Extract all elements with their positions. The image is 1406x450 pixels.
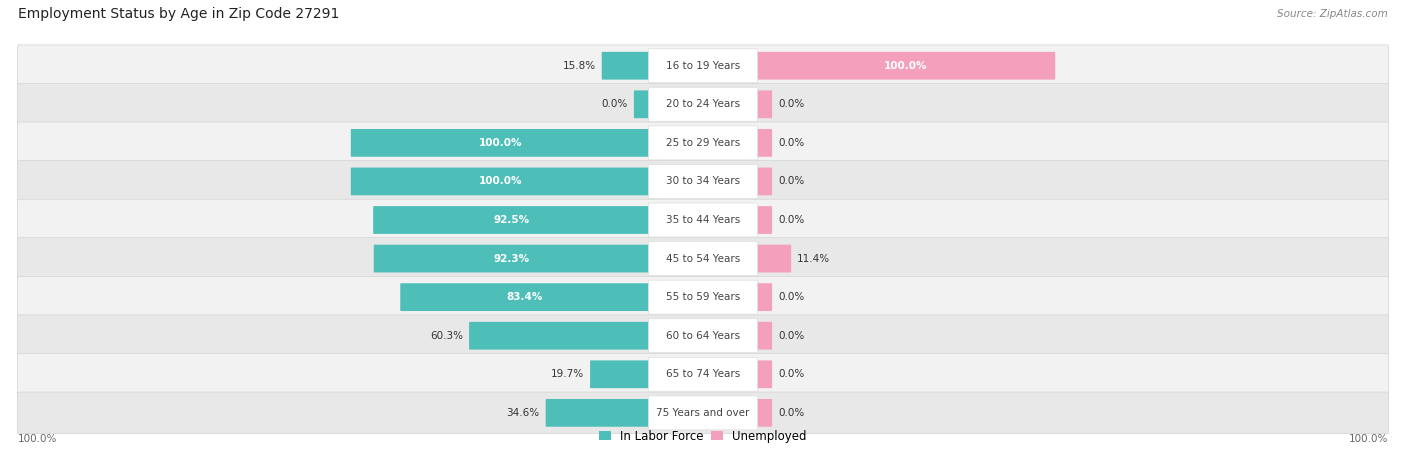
Text: 55 to 59 Years: 55 to 59 Years (666, 292, 740, 302)
FancyBboxPatch shape (17, 353, 1389, 395)
FancyBboxPatch shape (756, 90, 772, 118)
FancyBboxPatch shape (756, 283, 772, 311)
FancyBboxPatch shape (756, 399, 772, 427)
Text: 11.4%: 11.4% (797, 254, 831, 264)
Text: 60 to 64 Years: 60 to 64 Years (666, 331, 740, 341)
FancyBboxPatch shape (591, 360, 650, 388)
Legend: In Labor Force, Unemployed: In Labor Force, Unemployed (595, 425, 811, 447)
Text: 0.0%: 0.0% (778, 331, 804, 341)
FancyBboxPatch shape (756, 322, 772, 350)
Text: 92.5%: 92.5% (494, 215, 529, 225)
Text: 34.6%: 34.6% (506, 408, 540, 418)
FancyBboxPatch shape (648, 396, 758, 430)
Text: 100.0%: 100.0% (478, 176, 522, 186)
Text: 83.4%: 83.4% (506, 292, 543, 302)
Text: 0.0%: 0.0% (778, 176, 804, 186)
FancyBboxPatch shape (648, 242, 758, 275)
Text: 16 to 19 Years: 16 to 19 Years (666, 61, 740, 71)
FancyBboxPatch shape (756, 360, 772, 388)
FancyBboxPatch shape (17, 83, 1389, 125)
Text: 100.0%: 100.0% (884, 61, 928, 71)
FancyBboxPatch shape (648, 203, 758, 237)
Text: 92.3%: 92.3% (494, 254, 530, 264)
Text: 0.0%: 0.0% (778, 215, 804, 225)
FancyBboxPatch shape (350, 129, 650, 157)
FancyBboxPatch shape (17, 392, 1389, 434)
Text: Employment Status by Age in Zip Code 27291: Employment Status by Age in Zip Code 272… (18, 7, 340, 21)
FancyBboxPatch shape (756, 52, 1056, 80)
Text: 100.0%: 100.0% (1348, 434, 1388, 444)
Text: 25 to 29 Years: 25 to 29 Years (666, 138, 740, 148)
FancyBboxPatch shape (350, 167, 650, 195)
FancyBboxPatch shape (648, 126, 758, 160)
FancyBboxPatch shape (401, 283, 650, 311)
Text: 0.0%: 0.0% (602, 99, 628, 109)
Text: 45 to 54 Years: 45 to 54 Years (666, 254, 740, 264)
FancyBboxPatch shape (17, 238, 1389, 279)
Text: 30 to 34 Years: 30 to 34 Years (666, 176, 740, 186)
FancyBboxPatch shape (546, 399, 650, 427)
FancyBboxPatch shape (17, 161, 1389, 202)
FancyBboxPatch shape (17, 276, 1389, 318)
FancyBboxPatch shape (17, 45, 1389, 86)
FancyBboxPatch shape (756, 167, 772, 195)
FancyBboxPatch shape (373, 206, 650, 234)
FancyBboxPatch shape (470, 322, 650, 350)
Text: 75 Years and over: 75 Years and over (657, 408, 749, 418)
Text: 0.0%: 0.0% (778, 138, 804, 148)
FancyBboxPatch shape (648, 164, 758, 198)
Text: 19.7%: 19.7% (551, 369, 583, 379)
FancyBboxPatch shape (648, 49, 758, 83)
FancyBboxPatch shape (648, 280, 758, 314)
FancyBboxPatch shape (756, 245, 792, 272)
Text: 35 to 44 Years: 35 to 44 Years (666, 215, 740, 225)
Text: 65 to 74 Years: 65 to 74 Years (666, 369, 740, 379)
FancyBboxPatch shape (634, 90, 650, 118)
Text: 0.0%: 0.0% (778, 408, 804, 418)
FancyBboxPatch shape (648, 319, 758, 353)
FancyBboxPatch shape (17, 199, 1389, 241)
Text: Source: ZipAtlas.com: Source: ZipAtlas.com (1277, 9, 1388, 18)
Text: 15.8%: 15.8% (562, 61, 596, 71)
FancyBboxPatch shape (756, 206, 772, 234)
Text: 60.3%: 60.3% (430, 331, 463, 341)
FancyBboxPatch shape (17, 122, 1389, 164)
Text: 0.0%: 0.0% (778, 99, 804, 109)
FancyBboxPatch shape (648, 357, 758, 391)
Text: 100.0%: 100.0% (18, 434, 58, 444)
FancyBboxPatch shape (756, 129, 772, 157)
FancyBboxPatch shape (17, 315, 1389, 356)
FancyBboxPatch shape (374, 245, 650, 272)
Text: 20 to 24 Years: 20 to 24 Years (666, 99, 740, 109)
Text: 100.0%: 100.0% (478, 138, 522, 148)
FancyBboxPatch shape (648, 87, 758, 121)
Text: 0.0%: 0.0% (778, 369, 804, 379)
Text: 0.0%: 0.0% (778, 292, 804, 302)
FancyBboxPatch shape (602, 52, 650, 80)
